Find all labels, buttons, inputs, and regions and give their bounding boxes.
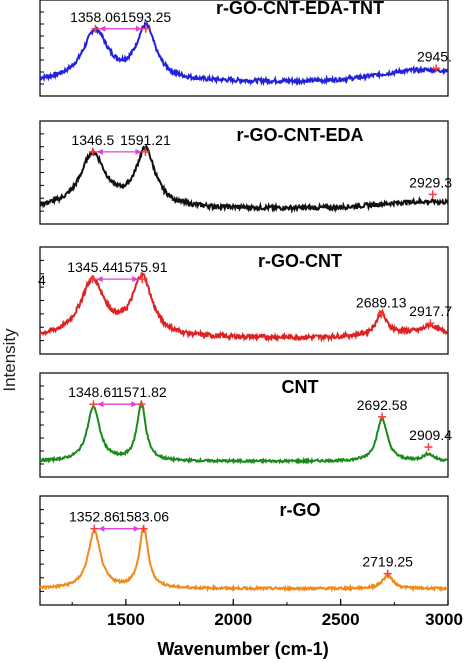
panel-title: CNT <box>282 377 319 397</box>
panel-title: r-GO-CNT <box>258 251 342 271</box>
spectrum-line <box>39 20 449 87</box>
panel-1: 1358.06 1593.25 2945. r-GO-CNT-EDA-TNT <box>39 0 452 97</box>
peak-label: 1358.06 <box>70 9 121 25</box>
panel-title: r-GO-CNT-EDA <box>237 125 364 145</box>
peak-label: 1575.91 <box>117 259 168 275</box>
peak-label: 4 <box>38 272 46 288</box>
peak-label: 1346.5 <box>71 132 114 148</box>
spectrum-line <box>39 525 449 593</box>
peak-label: 2929.3 <box>409 174 452 190</box>
peak-label: 2692.58 <box>357 397 408 413</box>
x-axis: 1500 2000 2500 3000 <box>71 599 463 629</box>
peak-label: 1345.44 <box>67 259 118 275</box>
y-axis-label: Intensity <box>0 328 19 392</box>
peak-label: 2719.25 <box>362 554 413 570</box>
x-tick-label: 2000 <box>214 610 252 629</box>
peak-label: 1583.06 <box>118 509 169 525</box>
peak-label: 1348.61 <box>68 384 119 400</box>
peak-label: 1591.21 <box>120 132 171 148</box>
panel-title: r-GO <box>279 500 320 520</box>
peak-label: 1593.25 <box>121 9 172 25</box>
spectrum-line <box>39 143 449 214</box>
x-axis-label: Wavenumber (cm-1) <box>157 639 328 659</box>
peak-label: 2909.4 <box>409 427 452 443</box>
peak-label: 1571.82 <box>116 384 167 400</box>
panel-title: r-GO-CNT-EDA-TNT <box>216 0 384 18</box>
peak-label: 2689.13 <box>356 294 407 310</box>
peak-label: 2945. <box>417 48 452 64</box>
spectrum-line <box>39 401 449 465</box>
panel-2: 1346.5 1591.21 2929.3 r-GO-CNT-EDA <box>39 120 452 225</box>
x-tick-label: 3000 <box>425 610 463 629</box>
peak-label: 1352.86 <box>69 509 120 525</box>
peak-label: 2917.7 <box>409 303 452 319</box>
spectra-panels: 1358.06 1593.25 2945. r-GO-CNT-EDA-TNT 1346.… <box>38 0 452 606</box>
x-tick-label: 2500 <box>322 610 360 629</box>
x-tick-label: 1500 <box>107 610 145 629</box>
